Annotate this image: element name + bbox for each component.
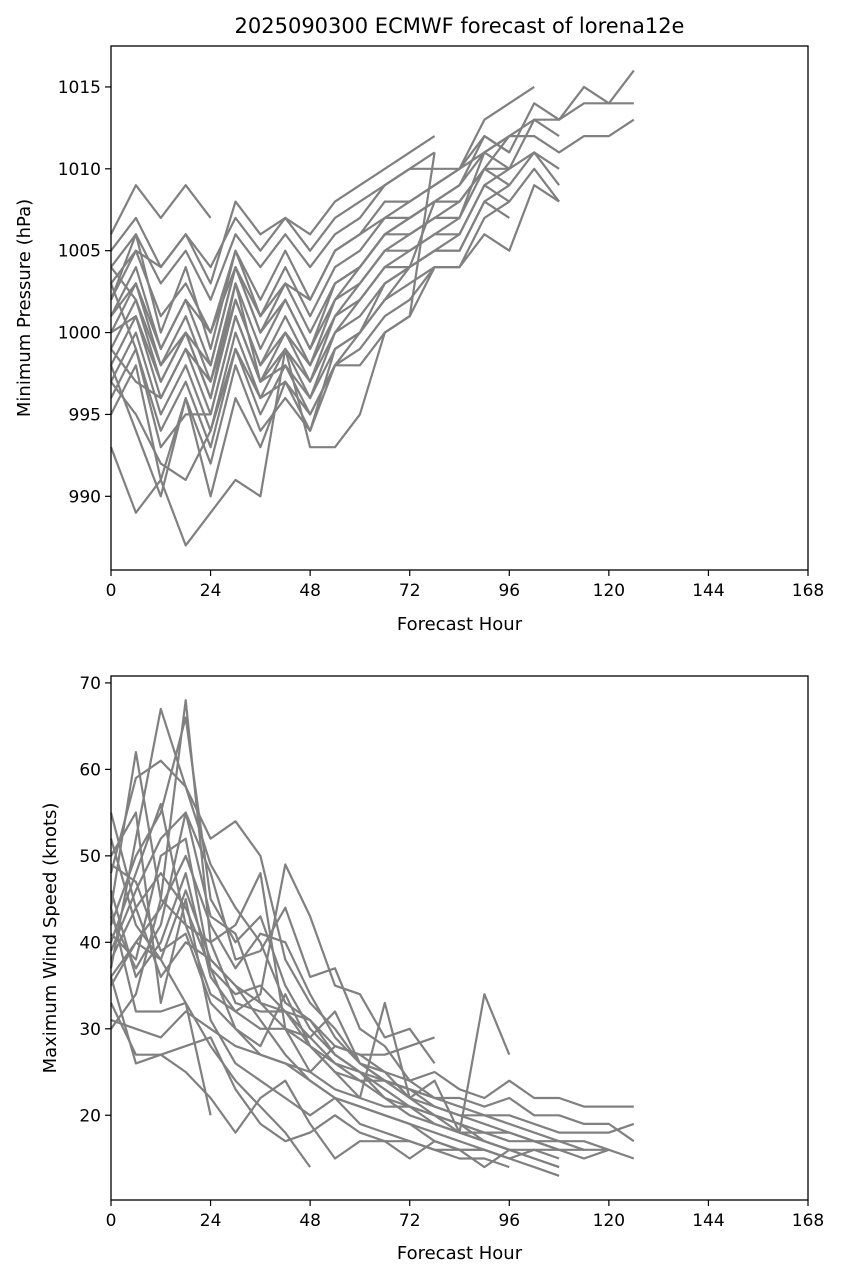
pressure-series-line: [110, 167, 510, 367]
wind-y-tick-label: 70: [79, 674, 101, 694]
pressure-x-tick-label: 96: [498, 581, 520, 601]
pressure-series-line: [110, 151, 436, 301]
pressure-x-tick-label: 120: [593, 581, 625, 601]
wind-x-axis-label: Forecast Hour: [397, 1243, 523, 1264]
wind-plot-frame: [110, 675, 809, 1201]
wind-y-tick-label: 50: [79, 847, 101, 867]
wind-x-tick-label: 72: [399, 1211, 421, 1231]
pressure-x-tick-label: 168: [792, 581, 824, 601]
wind-x-tick-label: 0: [106, 1211, 117, 1231]
pressure-series-line: [110, 184, 212, 235]
pressure-y-tick-label: 995: [69, 405, 101, 425]
wind-x-tick-label: 120: [593, 1211, 625, 1231]
pressure-y-tick-label: 1005: [58, 242, 101, 262]
figure-title: 2025090300 ECMWF forecast of lorena12e: [235, 14, 685, 38]
wind-y-axis-label: Maximum Wind Speed (knots): [40, 803, 61, 1074]
pressure-series-line: [110, 200, 510, 481]
pressure-y-tick-label: 1000: [58, 324, 101, 344]
wind-series-line: [110, 941, 311, 1168]
wind-x-tick-label: 48: [299, 1211, 321, 1231]
wind-x-tick-label: 168: [792, 1211, 824, 1231]
pressure-x-tick-label: 24: [200, 581, 222, 601]
wind-x-tick-label: 24: [200, 1211, 222, 1231]
wind-y-tick-label: 60: [79, 760, 101, 780]
pressure-y-tick-label: 990: [69, 487, 101, 507]
wind-series-line: [109, 716, 635, 1143]
wind-x-tick-label: 96: [498, 1211, 520, 1231]
pressure-x-axis-label: Forecast Hour: [397, 614, 523, 635]
wind-y-ticks: 20 30 40 50 60 70: [79, 674, 111, 1126]
pressure-y-axis-label: Minimum Pressure (hPa): [14, 199, 35, 417]
wind-series-line: [109, 802, 436, 1065]
pressure-chart: 0 24 48 72 96 120 144 168 990 995 1000 1005 1010 101…: [14, 45, 824, 635]
pressure-x-tick-label: 144: [692, 581, 724, 601]
wind-series-line: [109, 907, 212, 1116]
wind-series-line: [109, 976, 560, 1169]
pressure-series-line: [109, 152, 436, 547]
pressure-series-line: [109, 201, 436, 498]
wind-series-line: [110, 811, 510, 1169]
pressure-series-line: [109, 184, 510, 449]
pressure-lines: [109, 69, 635, 547]
pressure-y-tick-label: 1010: [58, 160, 101, 180]
pressure-series-line: [110, 135, 436, 285]
pressure-series-line: [109, 102, 634, 350]
pressure-y-ticks: 990 995 1000 1005 1010 1015: [58, 78, 111, 507]
wind-series-line: [110, 1002, 560, 1160]
wind-series-line: [109, 871, 584, 1151]
wind-y-tick-label: 20: [79, 1106, 101, 1126]
pressure-series-line: [110, 85, 535, 301]
pressure-series-line: [110, 135, 510, 400]
pressure-plot-frame: [110, 45, 809, 571]
wind-series-line: [109, 811, 634, 1108]
pressure-x-tick-label: 72: [399, 581, 421, 601]
wind-x-tick-label: 144: [692, 1211, 724, 1231]
pressure-series-line: [110, 135, 510, 350]
wind-series-line: [110, 1010, 435, 1074]
wind-y-tick-label: 30: [79, 1020, 101, 1040]
pressure-series-line: [110, 167, 510, 400]
pressure-x-tick-label: 48: [299, 581, 321, 601]
pressure-y-tick-label: 1015: [58, 78, 101, 98]
wind-chart: 0 24 48 72 96 120 144 168 20 30 40 50 60 70 Forecast…: [40, 674, 824, 1264]
pressure-x-ticks: 0 24 48 72 96 120 144 168: [106, 570, 824, 601]
wind-series-line: [109, 812, 435, 1100]
wind-lines: [109, 699, 635, 1177]
wind-y-tick-label: 40: [79, 933, 101, 953]
wind-x-ticks: 0 24 48 72 96 120 144 168: [106, 1200, 824, 1231]
wind-series-line: [110, 811, 510, 1151]
pressure-x-tick-label: 0: [106, 581, 117, 601]
